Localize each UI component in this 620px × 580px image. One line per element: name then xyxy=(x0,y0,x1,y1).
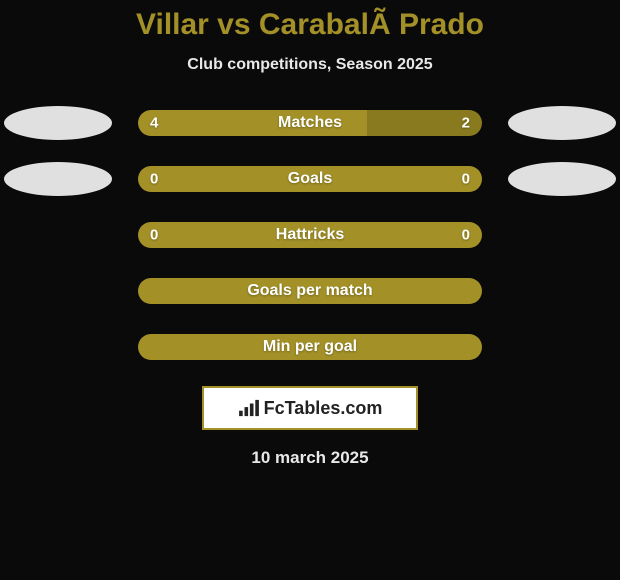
logo-text: FcTables.com xyxy=(264,398,383,419)
stat-row: 0 0 Goals xyxy=(0,162,620,196)
avatar-spacer xyxy=(4,274,112,308)
stat-value-left: 0 xyxy=(150,227,158,244)
stat-value-right: 0 xyxy=(462,171,470,188)
subtitle: Club competitions, Season 2025 xyxy=(0,56,620,74)
stat-row: Min per goal xyxy=(0,330,620,364)
player-avatar-left xyxy=(4,106,112,140)
stat-value-left: 0 xyxy=(150,171,158,188)
stat-rows: 4 2 Matches 0 0 Goals 0 0 Hattricks Goals per mat… xyxy=(0,106,620,364)
stat-bar: Min per goal xyxy=(138,334,482,360)
page-title: Villar vs CarabalÃ Prado xyxy=(0,8,620,42)
stat-label: Hattricks xyxy=(276,226,344,244)
stat-label: Goals per match xyxy=(247,282,372,300)
player-avatar-left xyxy=(4,162,112,196)
stat-bar: 4 2 Matches xyxy=(138,110,482,136)
stat-bar: 0 0 Goals xyxy=(138,166,482,192)
fctables-logo-box[interactable]: FcTables.com xyxy=(202,386,418,430)
stat-bar: Goals per match xyxy=(138,278,482,304)
avatar-spacer xyxy=(4,330,112,364)
stat-label: Goals xyxy=(288,170,332,188)
stat-label: Min per goal xyxy=(263,338,357,356)
player-avatar-right xyxy=(508,106,616,140)
player-avatar-right xyxy=(508,162,616,196)
stat-value-left: 4 xyxy=(150,115,158,132)
stat-row: 4 2 Matches xyxy=(0,106,620,140)
stat-label: Matches xyxy=(278,114,342,132)
stat-row: 0 0 Hattricks xyxy=(0,218,620,252)
stat-row: Goals per match xyxy=(0,274,620,308)
avatar-spacer xyxy=(508,274,616,308)
stat-bar: 0 0 Hattricks xyxy=(138,222,482,248)
avatar-spacer xyxy=(508,218,616,252)
avatar-spacer xyxy=(508,330,616,364)
avatar-spacer xyxy=(4,218,112,252)
bar-right-fill xyxy=(310,166,482,192)
bar-left-fill xyxy=(138,166,310,192)
date-text: 10 march 2025 xyxy=(0,448,620,468)
comparison-container: Villar vs CarabalÃ Prado Club competitio… xyxy=(0,0,620,468)
stat-value-right: 2 xyxy=(462,115,470,132)
bar-chart-icon xyxy=(238,399,260,417)
stat-value-right: 0 xyxy=(462,227,470,244)
